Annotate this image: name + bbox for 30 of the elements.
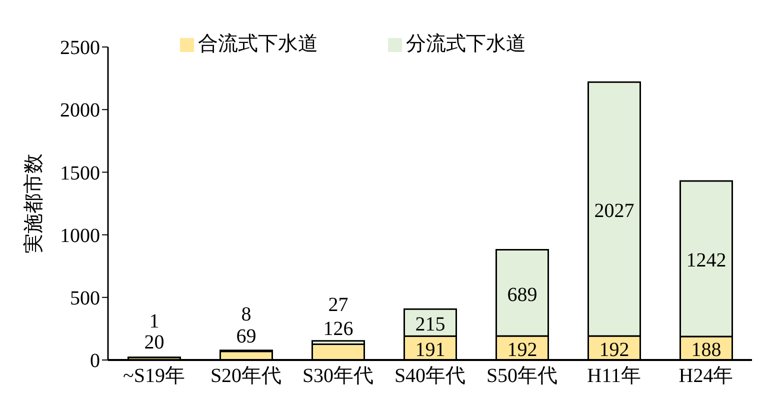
data-label: 192 (507, 338, 538, 361)
data-label: 8 (241, 303, 252, 326)
data-label: 1242 (686, 250, 726, 272)
y-axis-title: 実施都市数 (22, 154, 46, 254)
data-label: 215 (415, 314, 446, 336)
y-tick-label: 1000 (60, 224, 100, 247)
y-tick-label: 2000 (60, 100, 100, 122)
x-tick-label: H11年 (587, 365, 641, 388)
data-label: 126 (323, 318, 354, 340)
y-tick-label: 0 (90, 350, 100, 372)
data-label: 69 (236, 325, 256, 348)
y-tick-label: 500 (70, 288, 100, 310)
x-tick-label: S40年代 (394, 365, 466, 388)
x-tick-label: S20年代 (210, 365, 282, 388)
x-tick-label: S50年代 (486, 365, 558, 388)
x-tick-label: ~S19年 (123, 365, 185, 388)
x-tick-label: H24年 (678, 365, 734, 388)
data-label: 188 (691, 339, 722, 362)
data-label: 191 (415, 339, 446, 362)
y-tick-label: 1500 (60, 162, 100, 184)
data-label: 27 (328, 294, 348, 316)
y-tick-label: 2500 (60, 37, 100, 60)
data-label: 1 (149, 310, 160, 332)
data-label: 20 (144, 331, 164, 354)
legend-label: 分流式下水道 (406, 33, 526, 55)
x-tick-label: S30年代 (302, 365, 374, 388)
legend-label: 合流式下水道 (198, 33, 318, 55)
data-label: 192 (599, 338, 630, 361)
data-label: 689 (507, 284, 538, 306)
data-label: 2027 (594, 200, 634, 222)
